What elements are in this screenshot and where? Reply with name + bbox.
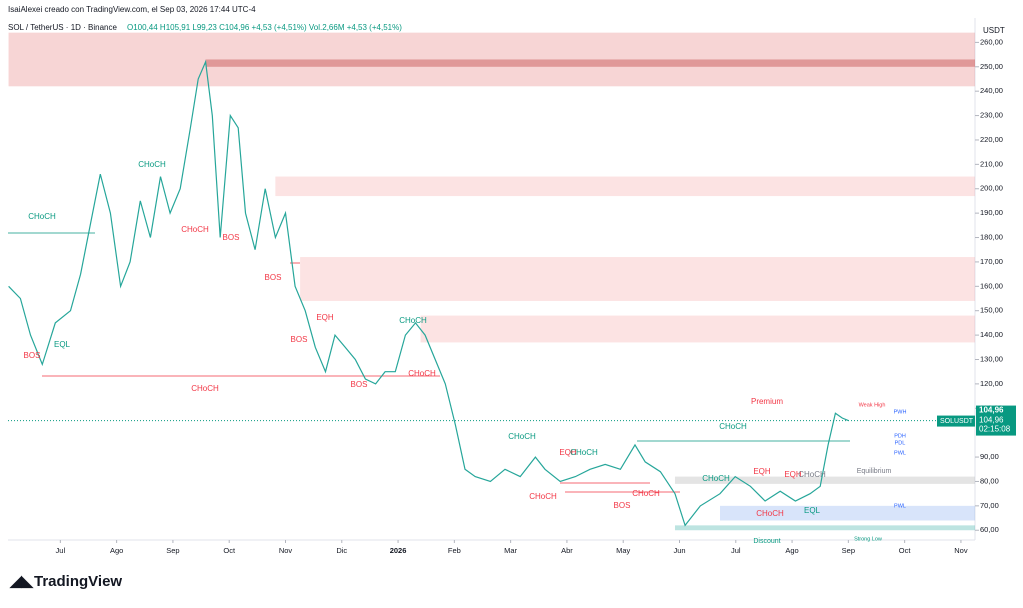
zone (275, 176, 975, 197)
annotation: BOS (265, 273, 282, 282)
y-tick-label: 150,00 (980, 306, 1003, 315)
annotation: PWL (894, 450, 906, 456)
y-tick-label: 230,00 (980, 111, 1003, 120)
y-tick-label: 80,00 (980, 476, 999, 485)
zone (300, 257, 975, 301)
annotation: CHoCH (28, 212, 56, 221)
y-tick-label: 60,00 (980, 525, 999, 534)
annotation: CHoCH (181, 225, 209, 234)
zone (674, 525, 975, 531)
zone (205, 59, 975, 67)
countdown: 02:15:08 (979, 425, 1011, 434)
price-tag-bg (976, 405, 1016, 436)
x-tick-label: Ago (785, 546, 798, 555)
y-tick-label: 190,00 (980, 208, 1003, 217)
x-tick-label: Sep (842, 546, 855, 555)
annotation: Discount (753, 538, 780, 545)
annotation: EQH (784, 470, 802, 479)
x-tick-label: Jul (56, 546, 66, 555)
annotation: CHoCH (719, 422, 747, 431)
annotation: BOS (24, 351, 41, 360)
annotation: CHoCH (756, 509, 784, 518)
x-tick-label: Jul (731, 546, 741, 555)
x-tick-label: Abr (561, 546, 573, 555)
annotation: CHoCH (191, 384, 219, 393)
y-tick-label: 140,00 (980, 330, 1003, 339)
annotation: Equilibrium (857, 468, 892, 475)
x-tick-label: Oct (899, 546, 912, 555)
symbol-tag-bg (937, 415, 975, 427)
annotation: BOS (614, 501, 631, 510)
y-tick-label: 70,00 (980, 501, 999, 510)
annotation: BOS (351, 380, 368, 389)
last-price-label: 104,96 (979, 416, 1004, 425)
zone (674, 476, 975, 484)
y-tick-label: 200,00 (980, 184, 1003, 193)
annotation: CHoCH (508, 432, 536, 441)
x-tick-label: Jun (673, 546, 685, 555)
zone (720, 505, 975, 521)
x-tick-label: Nov (279, 546, 293, 555)
annotation: Weak High (859, 402, 886, 408)
annotation: Premium (751, 397, 783, 406)
y-tick-label: 160,00 (980, 281, 1003, 290)
y-tick-label: 260,00 (980, 37, 1003, 46)
y-tick-label: 170,00 (980, 257, 1003, 266)
logo: ◢◣ TradingView (9, 573, 122, 590)
annotation: CHoCH (138, 160, 166, 169)
annotation: CHoCH (529, 492, 557, 501)
y-tick-label: 120,00 (980, 379, 1003, 388)
annotation: CHoCH (632, 489, 660, 498)
annotation: CHoCH (408, 369, 436, 378)
x-tick-label: Mar (504, 546, 517, 555)
annotation: EQL (804, 506, 821, 515)
x-tick-label: Sep (166, 546, 179, 555)
annotation: BOS (291, 335, 308, 344)
ohlc: O100,44 H105,91 L99,23 C104,96 +4,53 (+4… (127, 23, 402, 32)
logo-icon: ◢◣ (9, 573, 35, 590)
zone (8, 32, 975, 87)
x-tick-label: 2026 (390, 546, 407, 555)
annotation: PDH (894, 433, 906, 439)
x-tick-label: Dic (336, 546, 347, 555)
annotation: CHoCH (702, 474, 730, 483)
y-tick-label: 240,00 (980, 86, 1003, 95)
y-tick-label: 220,00 (980, 135, 1003, 144)
annotation: EQL (54, 340, 71, 349)
price-line (8, 59, 849, 527)
annotation: EQH (316, 313, 334, 322)
symbol: SOL / TetherUS · 1D · Binance (8, 23, 117, 32)
x-tick-label: Feb (448, 546, 461, 555)
annotation: CHoCH (798, 470, 826, 479)
y-tick-label: 180,00 (980, 233, 1003, 242)
x-tick-label: Oct (223, 546, 236, 555)
y-tick-label: 210,00 (980, 159, 1003, 168)
annotation: PWH (894, 409, 907, 415)
currency: USDT (983, 26, 1005, 35)
zone (420, 315, 975, 343)
y-tick-label: 250,00 (980, 62, 1003, 71)
annotation: EQH (753, 467, 771, 476)
annotation: PDL (895, 440, 906, 446)
annotation: PWL (894, 503, 906, 509)
annotation: CHoCH (570, 448, 598, 457)
x-tick-label: Ago (110, 546, 123, 555)
logo-text: TradingView (34, 573, 122, 590)
annotation: EQH (559, 448, 577, 457)
y-tick-label: 90,00 (980, 452, 999, 461)
annotation: CHoCH (399, 316, 427, 325)
x-tick-label: Nov (954, 546, 968, 555)
annotation: BOS (223, 233, 240, 242)
last-price-label: 104,96 (979, 406, 1004, 415)
author-line: IsaiAlexei creado con TradingView.com, e… (8, 5, 256, 14)
x-tick-label: May (616, 546, 630, 555)
annotation: Strong Low (854, 536, 882, 542)
symbol-tag: SOLUSDT (940, 418, 974, 425)
y-tick-label: 130,00 (980, 354, 1003, 363)
